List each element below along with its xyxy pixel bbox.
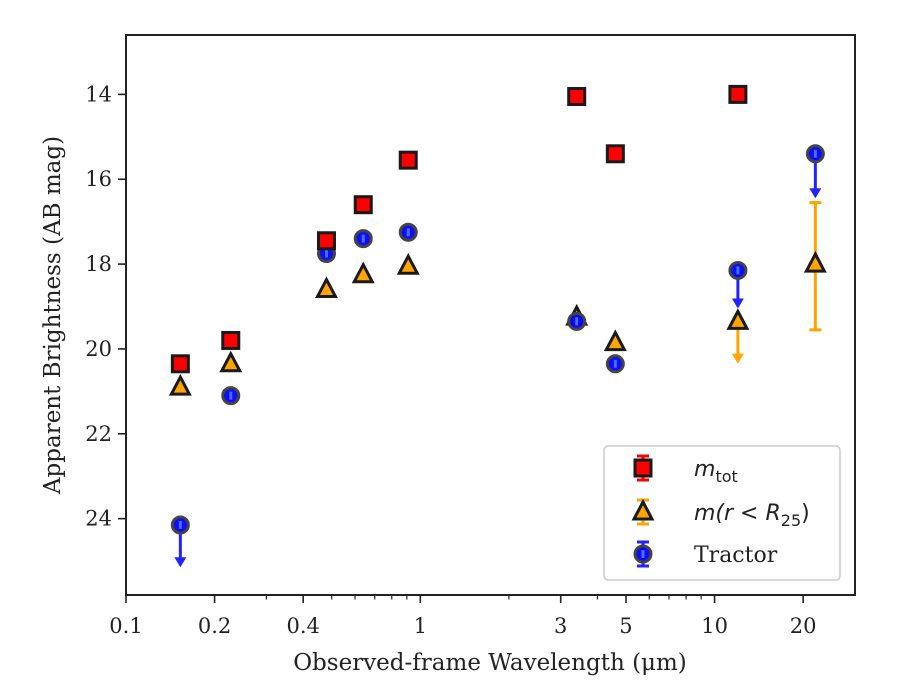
series-square bbox=[170, 84, 748, 374]
triangle-point bbox=[603, 329, 627, 352]
triangle-marker bbox=[603, 329, 627, 352]
circle-point bbox=[398, 222, 418, 242]
square-marker bbox=[316, 231, 336, 251]
circle-marker-core bbox=[361, 234, 365, 243]
legend-frame bbox=[603, 445, 841, 581]
y-axis-label: Apparent Brightness (AB mag) bbox=[40, 136, 66, 495]
circle-marker-core bbox=[613, 359, 617, 368]
triangle-point bbox=[396, 253, 420, 275]
triangle-marker bbox=[314, 276, 338, 299]
square-point bbox=[170, 354, 190, 374]
x-tick-label: 20 bbox=[790, 614, 817, 638]
triangle-point bbox=[219, 350, 243, 373]
circle-marker-core bbox=[406, 228, 410, 237]
square-marker bbox=[728, 84, 748, 104]
square-marker bbox=[567, 87, 587, 107]
square-point bbox=[398, 150, 418, 170]
circle-marker-core bbox=[178, 521, 182, 529]
triangle-marker bbox=[726, 308, 750, 330]
circle-point bbox=[605, 354, 625, 374]
marks-layer bbox=[168, 84, 827, 568]
circle-point bbox=[221, 386, 241, 406]
circle-marker-core bbox=[229, 391, 233, 400]
square-marker bbox=[221, 330, 241, 350]
circle-point bbox=[805, 144, 825, 199]
legend-triangle-marker bbox=[631, 498, 655, 521]
x-tick-label: 0.2 bbox=[198, 614, 231, 638]
triangle-marker bbox=[396, 253, 420, 275]
legend-entry: Tractor bbox=[633, 540, 778, 568]
circle-point bbox=[353, 229, 373, 249]
upper-limit-arrowhead bbox=[809, 188, 822, 199]
x-axis-label: Observed-frame Wavelength (μm) bbox=[293, 650, 687, 676]
ticks-layer: 0.1 0.2 0.4 1 3 5 10 20 14 16 18 20 22 24 bbox=[85, 82, 816, 638]
triangle-marker bbox=[803, 250, 827, 273]
triangle-point bbox=[314, 276, 338, 299]
y-tick-label: 16 bbox=[85, 167, 112, 191]
upper-limit-arrowhead bbox=[174, 557, 187, 568]
legend-square-marker bbox=[633, 458, 653, 478]
y-tick-label: 20 bbox=[85, 337, 112, 361]
triangle-marker bbox=[219, 350, 243, 373]
square-marker bbox=[170, 354, 190, 374]
legend-label: Tractor bbox=[694, 543, 778, 568]
circle-marker-core bbox=[736, 266, 740, 275]
square-point bbox=[605, 144, 625, 164]
legend-label: m(r < R25) bbox=[694, 501, 810, 530]
circle-point bbox=[728, 260, 748, 309]
square-point bbox=[316, 231, 336, 251]
square-point bbox=[567, 87, 587, 107]
x-tick-label: 1 bbox=[414, 614, 427, 638]
triangle-point bbox=[803, 201, 827, 332]
legend: mtot m(r < R25) Tractor bbox=[603, 445, 841, 581]
square-marker bbox=[398, 150, 418, 170]
square-marker bbox=[605, 144, 625, 164]
circle-point bbox=[567, 311, 587, 331]
square-marker bbox=[353, 195, 373, 215]
upper-limit-arrowhead bbox=[731, 353, 744, 364]
circle-marker-core bbox=[324, 249, 328, 258]
y-tick-label: 22 bbox=[85, 422, 112, 446]
x-tick-label: 3 bbox=[554, 614, 567, 638]
y-tick-label: 18 bbox=[85, 252, 112, 276]
square-point bbox=[353, 195, 373, 215]
x-tick-label: 0.1 bbox=[109, 614, 142, 638]
square-point bbox=[221, 330, 241, 350]
circle-point bbox=[170, 515, 190, 568]
triangle-marker bbox=[168, 373, 192, 396]
circle-marker-core bbox=[575, 317, 579, 326]
upper-limit-arrowhead bbox=[731, 298, 744, 309]
y-tick-label: 14 bbox=[85, 82, 112, 106]
legend-entry: mtot bbox=[633, 454, 738, 486]
x-tick-label: 10 bbox=[701, 614, 728, 638]
triangle-point bbox=[168, 373, 192, 396]
legend-circle-marker-core bbox=[641, 550, 645, 558]
triangle-marker bbox=[351, 261, 375, 284]
square-point bbox=[728, 84, 748, 104]
legend-entry: m(r < R25) bbox=[631, 498, 810, 530]
x-tick-label: 5 bbox=[619, 614, 632, 638]
circle-marker-core bbox=[813, 149, 817, 158]
legend-label: mtot bbox=[694, 457, 738, 486]
triangle-point bbox=[351, 261, 375, 284]
series-circle bbox=[170, 144, 825, 568]
y-tick-label: 24 bbox=[85, 507, 112, 531]
triangle-point bbox=[726, 308, 750, 364]
x-tick-label: 0.4 bbox=[286, 614, 319, 638]
